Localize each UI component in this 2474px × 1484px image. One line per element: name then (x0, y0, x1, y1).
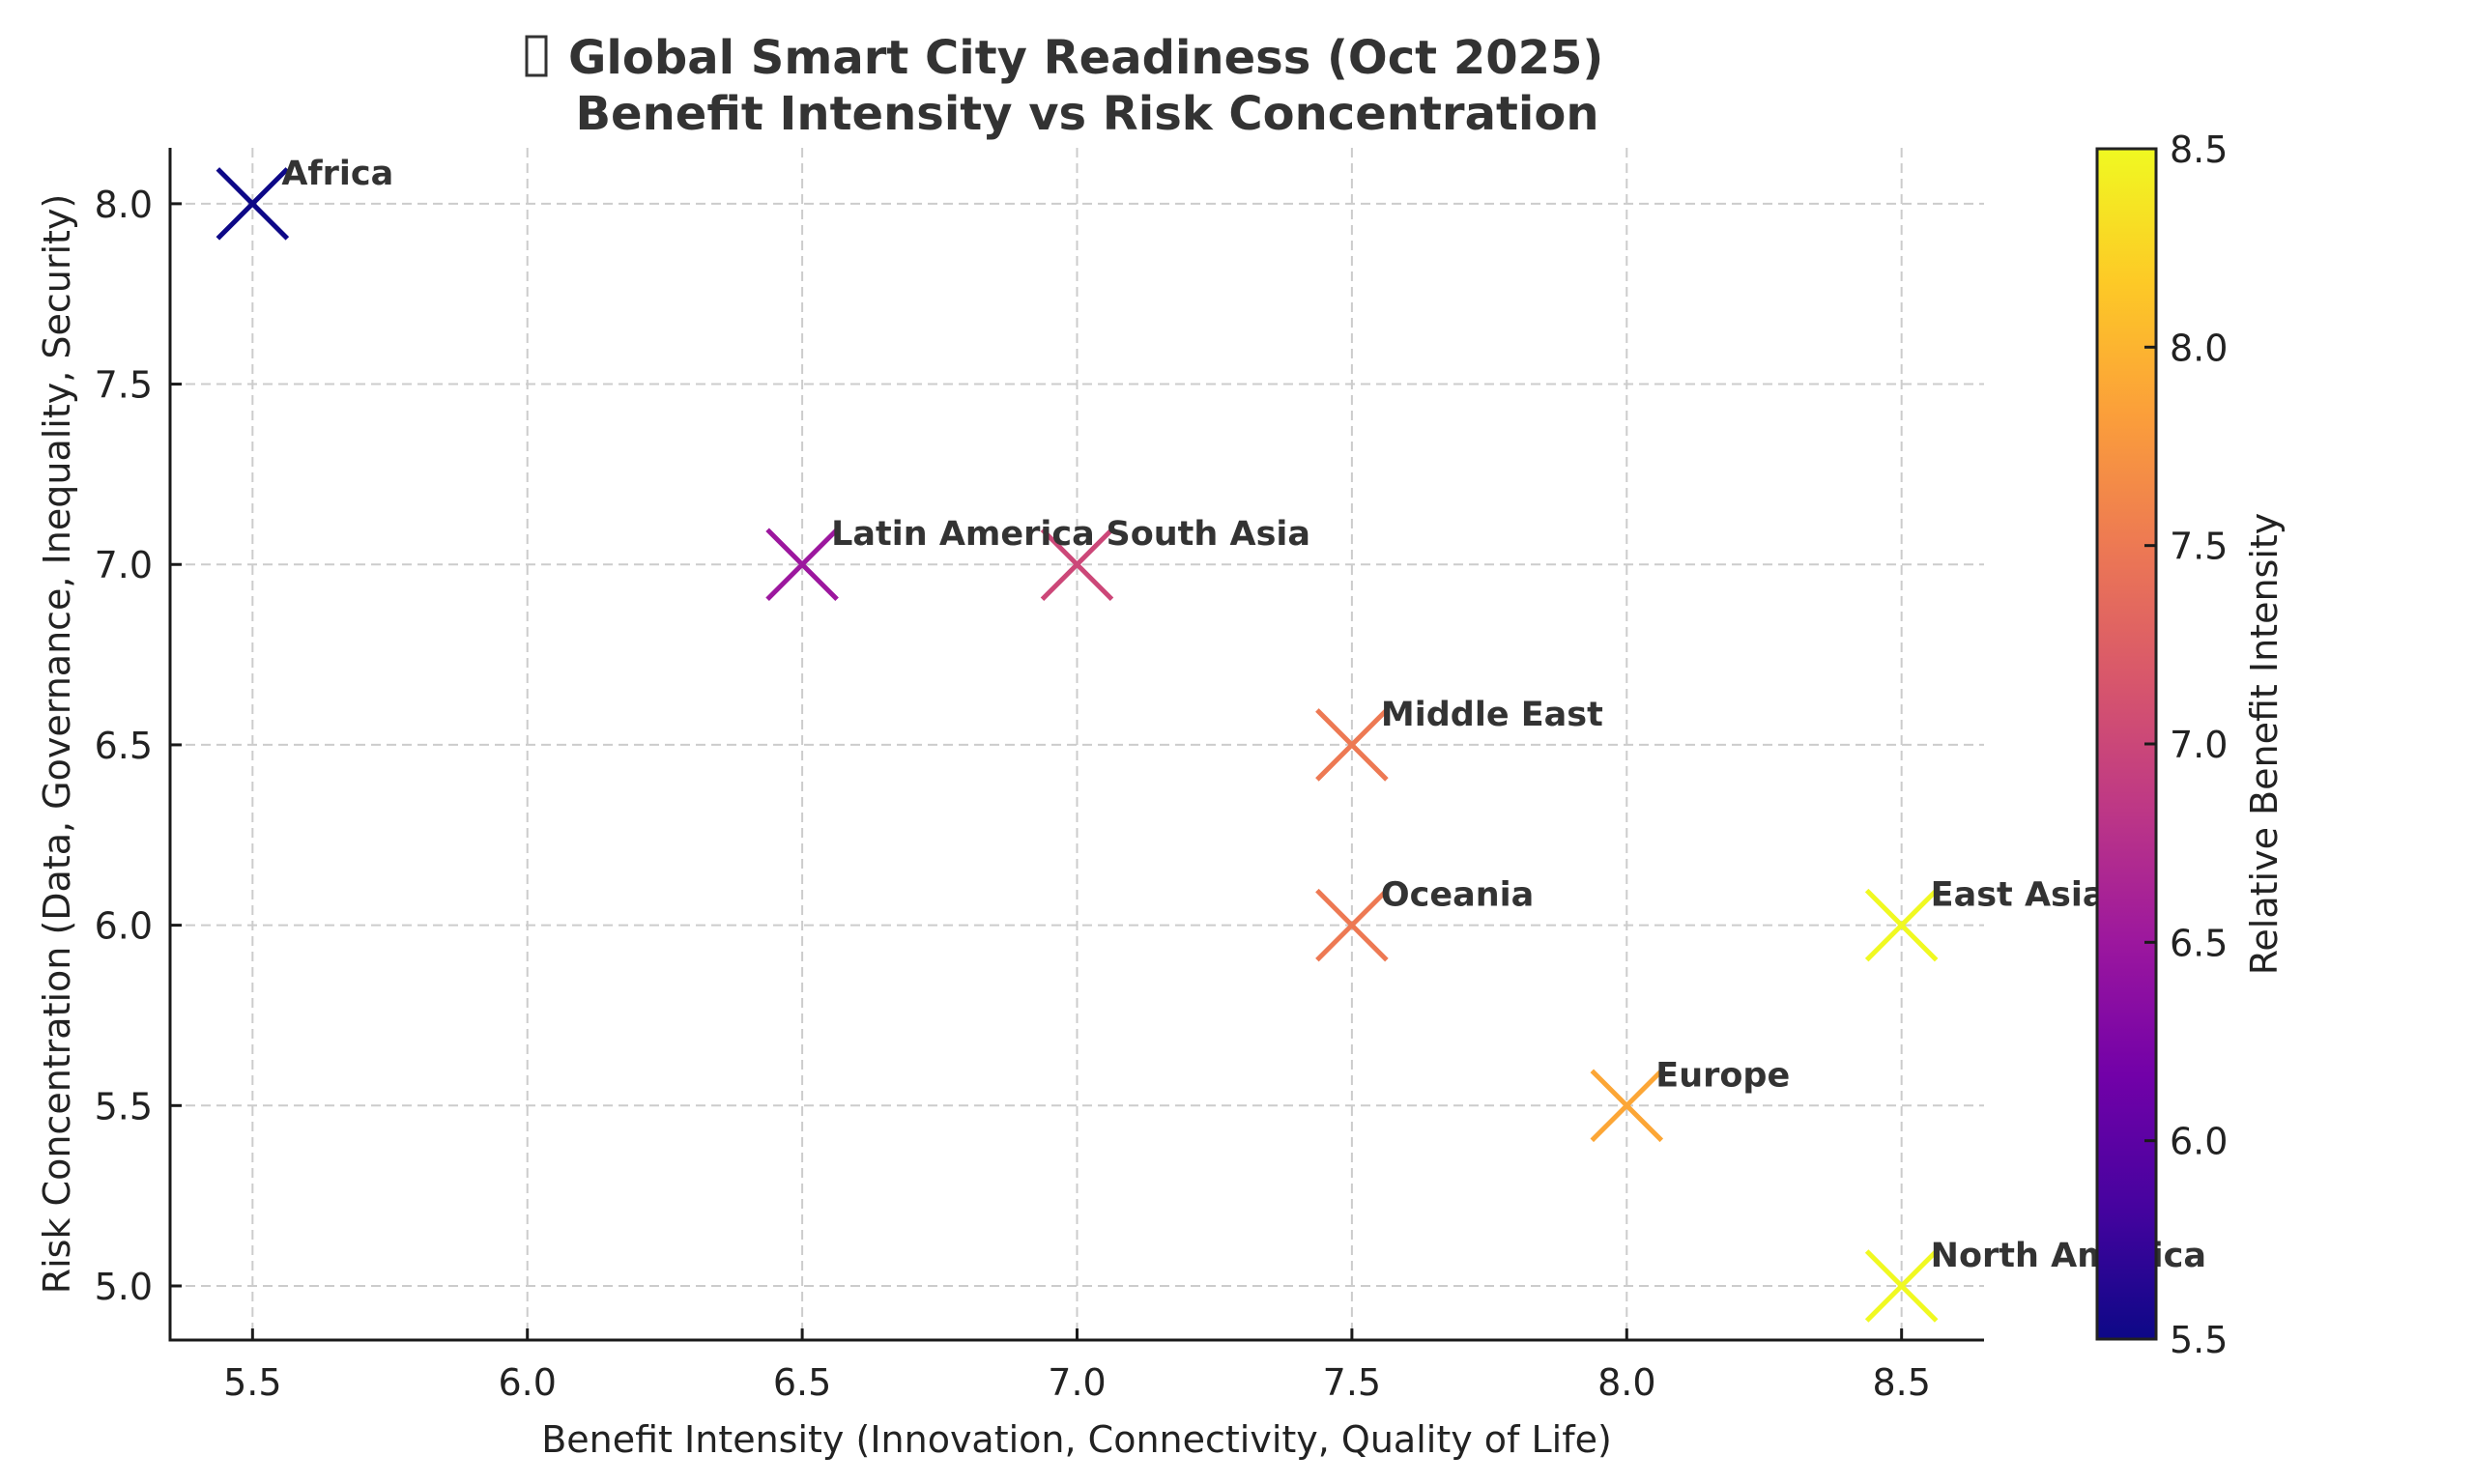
y-axis-label: Risk Concentration (Data, Governance, In… (36, 194, 78, 1295)
x-marker-stroke (1040, 528, 1114, 602)
point-labels: Africa Latin America South Asia Middle East… (281, 155, 2206, 1275)
data-point-africa (216, 167, 290, 241)
y-tick-label: 7.0 (95, 544, 153, 586)
point-label: Oceania (1381, 876, 1534, 915)
x-axis-label: Benefit Intensity (Innovation, Connectiv… (541, 1418, 1612, 1461)
point-label: Middle East (1381, 696, 1603, 734)
colorbar-tick-label: 5.5 (2170, 1319, 2228, 1361)
x-marker-stroke (1864, 1249, 1939, 1323)
x-tick-label: 8.0 (1597, 1361, 1655, 1404)
x-marker-stroke (1315, 888, 1389, 962)
grid-lines (170, 148, 1984, 1340)
colorbar-tick-label: 8.5 (2170, 128, 2228, 171)
point-label: North America (1931, 1237, 2206, 1275)
colorbar-label: Relative Benefit Intensity (2243, 513, 2286, 976)
point-label: Latin America (831, 515, 1095, 554)
x-marker-stroke (765, 528, 839, 602)
y-tick-label: 5.5 (95, 1085, 153, 1127)
x-marker-stroke (1315, 708, 1389, 782)
colorbar-tick-label: 7.0 (2170, 724, 2228, 766)
data-points (216, 167, 1939, 1323)
axes: 5.5 6.0 6.5 7.0 7.5 8.0 8.5 5.0 5.5 6.0 6.5 7.0 7.5 8… (95, 148, 1984, 1404)
y-tick-label: 6.0 (95, 905, 153, 948)
x-marker-stroke (1590, 1069, 1664, 1143)
x-tick-label: 7.0 (1048, 1361, 1106, 1404)
x-tick-label: 6.0 (498, 1361, 556, 1404)
point-label: East Asia (1931, 876, 2106, 915)
x-tick-label: 8.5 (1872, 1361, 1930, 1404)
data-point-europe (1590, 1069, 1664, 1143)
chart-title: Global Smart City Readiness (Oct 2025) B… (525, 31, 1603, 141)
x-tick-label: 7.5 (1323, 1361, 1381, 1404)
y-tick-label: 7.5 (95, 364, 153, 407)
y-tick-label: 8.0 (95, 184, 153, 226)
x-marker-stroke (1864, 888, 1939, 962)
y-tick-label: 5.0 (95, 1266, 153, 1308)
y-tick-label: 6.5 (95, 725, 153, 767)
colorbar-tick-label: 6.0 (2170, 1121, 2228, 1163)
point-label: Europe (1655, 1056, 1790, 1095)
data-point-north-america (1864, 1249, 1939, 1323)
x-marker-stroke (216, 167, 290, 241)
point-label: South Asia (1107, 515, 1311, 554)
data-point-south-asia (1040, 528, 1114, 602)
colorbar: 5.5 6.0 6.5 7.0 7.5 8.0 8.5 (2095, 128, 2228, 1361)
x-tick-label: 5.5 (223, 1361, 281, 1404)
colorbar-tick-label: 8.0 (2170, 327, 2228, 369)
point-label: Africa (281, 155, 393, 193)
data-point-latin-america (765, 528, 839, 602)
title-line-1: Global Smart City Readiness (Oct 2025) (568, 31, 1603, 85)
title-missing-glyph-icon (525, 35, 548, 77)
title-line-2: Benefit Intensity vs Risk Concentration (575, 87, 1598, 141)
data-point-middle-east (1315, 708, 1389, 782)
colorbar-tick-label: 7.5 (2170, 526, 2228, 568)
x-tick-label: 6.5 (773, 1361, 831, 1404)
colorbar-tick-label: 6.5 (2170, 922, 2228, 964)
data-point-east-asia (1864, 888, 1939, 962)
data-point-oceania (1315, 888, 1389, 962)
